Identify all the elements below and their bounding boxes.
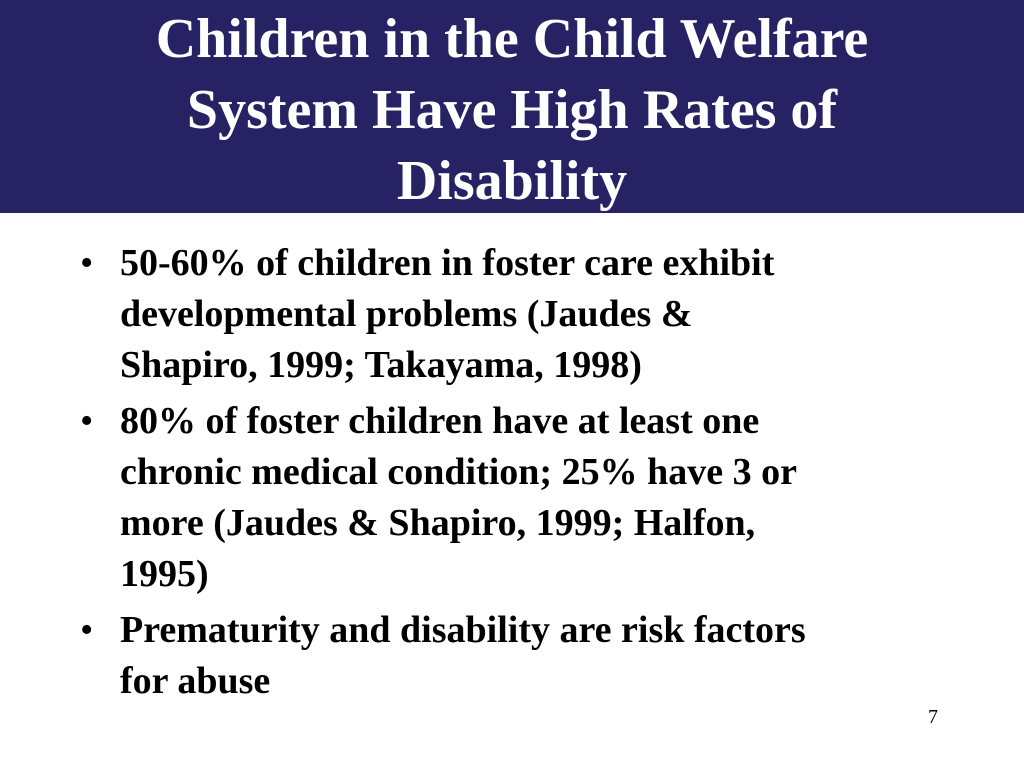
bullet-line: more (Jaudes & Shapiro, 1999; Halfon, bbox=[120, 502, 756, 544]
title-bar bbox=[0, 0, 1024, 213]
bullet-item: • 80% of foster children have at least o… bbox=[80, 396, 960, 600]
bullet-line: 1995) bbox=[120, 553, 209, 595]
slide-title: Children in the Child Welfare System Hav… bbox=[0, 4, 1024, 217]
bullet-line: for abuse bbox=[120, 660, 271, 702]
bullet-line: developmental problems (Jaudes & bbox=[120, 293, 693, 335]
bullet-line: 50-60% of children in foster care exhibi… bbox=[120, 242, 775, 284]
bullet-line: Prematurity and disability are risk fact… bbox=[120, 609, 806, 651]
bullet-marker: • bbox=[80, 400, 94, 442]
bullet-marker: • bbox=[80, 242, 94, 284]
bullet-list: • 50-60% of children in foster care exhi… bbox=[80, 238, 960, 712]
bullet-line: chronic medical condition; 25% have 3 or bbox=[120, 451, 797, 493]
title-line-1: Children in the Child Welfare bbox=[155, 8, 869, 70]
title-line-2: System Have High Rates of bbox=[186, 79, 838, 141]
bullet-line: Shapiro, 1999; Takayama, 1998) bbox=[120, 344, 642, 386]
page-number: 7 bbox=[928, 706, 938, 728]
title-line-3: Disability bbox=[396, 150, 628, 212]
bullet-marker: • bbox=[80, 609, 94, 651]
bullet-item: • 50-60% of children in foster care exhi… bbox=[80, 238, 960, 391]
bullet-item: • Prematurity and disability are risk fa… bbox=[80, 605, 960, 707]
bullet-line: 80% of foster children have at least one bbox=[120, 400, 760, 442]
